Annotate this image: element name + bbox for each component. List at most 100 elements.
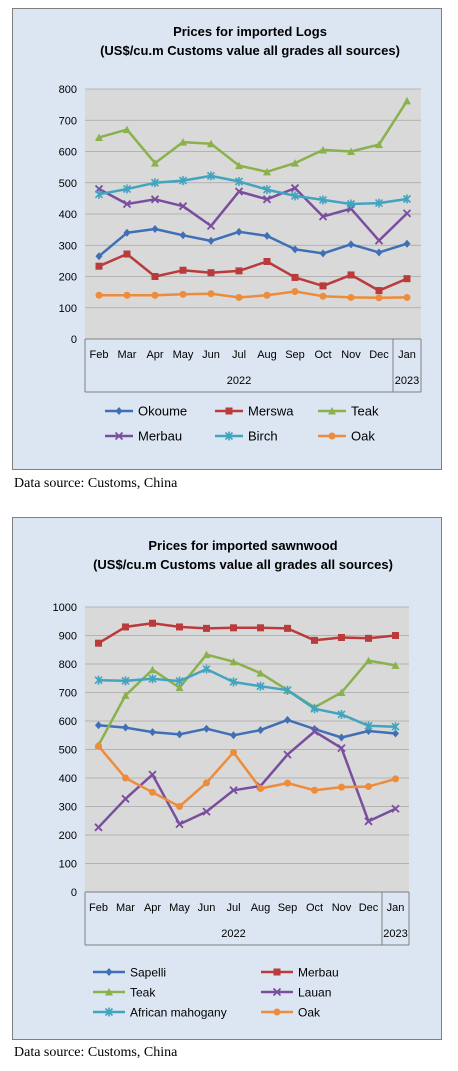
logs-data-point-okoume — [179, 231, 187, 240]
sawnwood-x-tick-label: Jul — [226, 902, 240, 914]
logs-data-point-birch — [122, 184, 132, 194]
logs-data-point-teak — [319, 145, 327, 154]
logs-data-point-teak — [403, 96, 411, 105]
logs-data-point-merswa — [291, 273, 299, 281]
logs-data-point-merbau — [290, 183, 300, 193]
sawnwood-data-point-merbau — [338, 633, 345, 641]
logs-y-tick-label: 400 — [59, 209, 77, 221]
logs-data-point-merswa — [235, 267, 243, 275]
sawnwood-x-tick-label: Jan — [387, 902, 405, 914]
sawnwood-series-line-teak — [97, 653, 396, 746]
sawnwood-x-tick-label: Jun — [198, 902, 216, 914]
sawnwood-y-tick-label: 100 — [59, 859, 77, 871]
sawnwood-data-point-teak — [391, 661, 400, 669]
sawnwood-y-tick-label: 300 — [59, 802, 77, 814]
logs-data-point-okoume — [123, 228, 131, 237]
sawnwood-legend-label: Merbau — [298, 966, 339, 980]
logs-x-tick-label: Mar — [118, 349, 137, 361]
logs-data-point-merswa — [179, 266, 187, 274]
sawnwood-data-point-merbau — [149, 619, 156, 627]
sawnwood-data-point-merbau — [95, 639, 102, 647]
logs-data-point-merswa — [403, 275, 411, 283]
logs-x-tick-label: Feb — [90, 349, 109, 361]
sawnwood-series-sapelli — [95, 715, 399, 742]
sawnwood-data-point-lauan — [175, 820, 184, 829]
logs-legend-item-teak: Teak — [318, 404, 379, 419]
logs-data-point-oak — [263, 291, 271, 299]
logs-data-point-birch — [178, 176, 188, 186]
logs-data-point-birch — [94, 189, 104, 199]
sawnwood-x-tick-label: Sep — [278, 902, 298, 914]
logs-x-tick-label: Jul — [232, 349, 246, 361]
sawnwood-x-tick-label: May — [169, 902, 190, 914]
sawnwood-data-point-sapelli — [203, 724, 210, 733]
sawnwood-data-point-lauan — [391, 804, 400, 813]
sawnwood-x-tick-label: Feb — [89, 902, 108, 914]
sawnwood-data-point-merbau — [284, 624, 291, 632]
logs-data-source: Data source: Customs, China — [14, 476, 178, 491]
sawnwood-legend-marker — [105, 988, 113, 996]
sawnwood-y-tick-label: 1000 — [53, 602, 77, 614]
sawnwood-legend-item-teak: Teak — [93, 986, 156, 1000]
sawnwood-data-point-sapelli — [392, 729, 399, 738]
logs-year-label: 2022 — [227, 375, 251, 387]
logs-data-point-merswa — [123, 250, 131, 258]
logs-data-point-merbau — [150, 195, 160, 204]
sawnwood-x-tick-label: Apr — [144, 902, 161, 914]
logs-data-point-okoume — [291, 245, 299, 254]
sawnwood-data-point-lauan — [283, 750, 292, 759]
sawnwood-data-point-lauan — [148, 770, 157, 779]
sawnwood-data-point-lauan — [310, 727, 319, 736]
logs-legend-label: Merbau — [138, 429, 182, 444]
sawnwood-legend-item-merbau: Merbau — [261, 966, 339, 980]
sawnwood-chart-panel: Prices for imported sawnwood (US$/cu.m Cu… — [12, 517, 442, 1040]
sawnwood-legend-item-lauan: Lauan — [261, 986, 331, 1000]
sawnwood-y-tick-label: 600 — [59, 716, 77, 728]
sawnwood-series-line-african-mahogany — [98, 667, 396, 728]
sawnwood-data-point-african-mahogany — [121, 676, 130, 686]
sawnwood-data-point-lauan — [229, 786, 238, 795]
logs-data-point-birch — [262, 185, 272, 195]
sawnwood-x-tick-label: Nov — [332, 902, 352, 914]
logs-series-line-birch — [98, 174, 408, 206]
logs-y-tick-label: 500 — [59, 178, 77, 190]
logs-y-tick-label: 700 — [59, 115, 77, 127]
logs-data-point-oak — [123, 291, 131, 299]
logs-legend-label: Teak — [351, 404, 379, 419]
logs-data-point-teak — [263, 167, 271, 176]
logs-data-point-oak — [151, 291, 159, 299]
sawnwood-data-point-african-mahogany — [283, 685, 292, 695]
sawnwood-series-line-sapelli — [98, 718, 396, 739]
sawnwood-year-label: 2023 — [383, 928, 407, 940]
sawnwood-data-point-merbau — [176, 623, 183, 631]
logs-data-point-birch — [150, 178, 160, 188]
sawnwood-data-point-teak — [148, 665, 157, 674]
logs-data-point-merbau — [206, 221, 216, 231]
logs-data-point-okoume — [347, 240, 355, 249]
logs-y-tick-label: 800 — [59, 84, 77, 96]
sawnwood-legend-label: Lauan — [298, 986, 331, 1000]
logs-legend-marker — [328, 407, 336, 415]
sawnwood-legend-marker — [104, 1007, 114, 1017]
sawnwood-legend-label: Sapelli — [130, 966, 166, 980]
sawnwood-data-point-oak — [122, 774, 129, 782]
logs-data-point-merswa — [347, 271, 355, 279]
sawnwood-chart-subtitle: (US$/cu.m Customs value all grades all s… — [93, 557, 393, 572]
logs-data-point-teak — [151, 159, 159, 167]
logs-data-point-teak — [235, 161, 243, 170]
sawnwood-legend-label: Teak — [130, 986, 156, 1000]
logs-data-point-oak — [375, 294, 383, 302]
sawnwood-data-point-oak — [338, 783, 345, 791]
sawnwood-data-point-african-mahogany — [364, 721, 373, 731]
logs-price-chart: Prices for imported Logs (US$/cu.m Custom… — [59, 24, 422, 444]
logs-data-point-merswa — [263, 258, 271, 265]
logs-series-birch — [94, 171, 412, 209]
sawnwood-legend-item-oak: Oak — [261, 1006, 321, 1020]
logs-series-line-merbau — [98, 186, 408, 242]
logs-series-merswa — [95, 250, 411, 295]
sawnwood-year-label: 2022 — [221, 928, 245, 940]
sawnwood-data-point-sapelli — [257, 726, 264, 735]
logs-series-teak — [95, 96, 411, 176]
sawnwood-y-tick-label: 900 — [59, 631, 77, 643]
logs-series-line-oak — [99, 290, 408, 300]
